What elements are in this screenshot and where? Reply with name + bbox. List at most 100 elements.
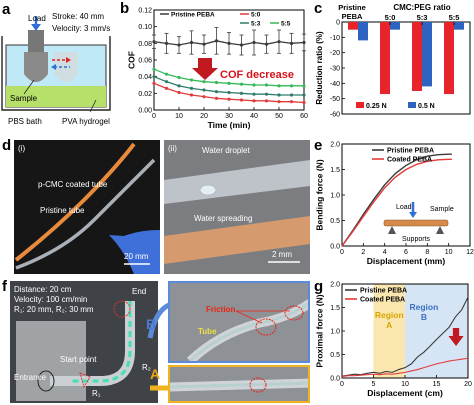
friction-text: Friction bbox=[206, 305, 236, 314]
panel-g-label: g bbox=[314, 278, 324, 295]
y-tick-label: 0 bbox=[336, 20, 340, 27]
y-tick-label: -10 bbox=[330, 35, 340, 42]
closeup-a-drawing bbox=[170, 377, 308, 393]
data-point-pristine bbox=[289, 41, 294, 45]
photo-f-closeup-a bbox=[168, 365, 310, 403]
arrow-a-label: A bbox=[150, 366, 161, 382]
bar-n05 bbox=[422, 22, 432, 87]
x-tick-label: 30 bbox=[225, 113, 233, 120]
y-tick-label: 1.0 bbox=[330, 192, 340, 199]
x-tick-label: 10 bbox=[401, 381, 409, 388]
bar-n025 bbox=[380, 22, 390, 95]
series-line-coated bbox=[341, 158, 452, 247]
entrance-text: Entrance bbox=[14, 373, 47, 382]
legend-label-pristine: Pristine PEBA bbox=[387, 148, 434, 155]
panel-f: f Distance: 20 cm Velocity: 100 cm/min R… bbox=[0, 278, 312, 405]
sample-text: Sample bbox=[10, 94, 38, 103]
data-point-r55 bbox=[252, 83, 256, 87]
cof-decrease-arrow bbox=[192, 58, 218, 80]
legend-swatch-n025 bbox=[356, 102, 364, 108]
bending-load-arrow-head bbox=[409, 212, 417, 218]
x-tick-label: 15 bbox=[433, 381, 441, 388]
start-point-text: Start point bbox=[60, 355, 97, 364]
category-label: Pristine bbox=[338, 3, 366, 12]
data-point-r53 bbox=[277, 93, 281, 97]
pva-hydrogel-layer bbox=[6, 86, 106, 107]
tube-path bbox=[70, 301, 132, 383]
category-label: 5:0 bbox=[385, 13, 396, 22]
bar-n05 bbox=[390, 22, 400, 30]
x-tick-label: 10 bbox=[445, 249, 453, 256]
panel-e: e 0 2 4 6 8 10 12 0.0 0.5 1.0 1.5 2.0 Displacement (… bbox=[312, 136, 474, 276]
chart-c: 0 -10 -20 -30 -40 -50 -60 Reduction ratio (%) Pr… bbox=[315, 3, 471, 119]
start-point-marker bbox=[79, 372, 91, 389]
panel-a-label: a bbox=[2, 1, 11, 18]
coated-tube-shape bbox=[14, 142, 136, 262]
panel-g: g 0 5 10 15 20 0.0 0.5 1.0 1.5 2.0 Displacement (c… bbox=[312, 278, 474, 405]
y-tick-label: 0.08 bbox=[138, 41, 152, 48]
y-tick-label: -20 bbox=[330, 50, 340, 57]
info-radii-text: R₁: 20 mm, R₂: 30 mm bbox=[14, 305, 94, 314]
data-point-r55 bbox=[189, 78, 194, 82]
pristine-tube-text: Pristine tube bbox=[40, 206, 85, 215]
data-point-r53 bbox=[239, 91, 244, 95]
info-distance-text: Distance: 20 cm bbox=[14, 285, 72, 294]
y-tick-label: -60 bbox=[330, 112, 340, 119]
category-label: 5:5 bbox=[449, 13, 460, 22]
track-board bbox=[16, 321, 86, 401]
y-axis-label: Proximal force (N) bbox=[314, 294, 324, 367]
x-tick-label: 5 bbox=[372, 381, 376, 388]
data-point-r53 bbox=[289, 93, 294, 97]
x-axis-label: Displacement (cm) bbox=[367, 388, 443, 398]
y-tick-label: 0.00 bbox=[138, 107, 152, 114]
x-tick-label: 20 bbox=[464, 381, 472, 388]
panel-b-label: b bbox=[120, 0, 130, 17]
r2-text: R₂ bbox=[142, 363, 151, 372]
x-axis-label: Time (min) bbox=[208, 120, 251, 130]
water-droplet-shape bbox=[199, 184, 217, 196]
data-point-r50 bbox=[264, 99, 269, 103]
legend-label-n05: 0.5 N bbox=[418, 103, 435, 110]
chart-g: 0 5 10 15 20 0.0 0.5 1.0 1.5 2.0 Displacement (cm)… bbox=[314, 281, 472, 398]
y-tick-label: 0.10 bbox=[138, 24, 152, 31]
stroke-text: Stroke: 40 mm bbox=[52, 12, 105, 21]
region-b-text: Region bbox=[409, 302, 438, 312]
sample-pointer bbox=[23, 79, 35, 95]
data-point-r55 bbox=[214, 80, 219, 85]
region-b-letter: B bbox=[421, 312, 427, 322]
data-point-pristine bbox=[189, 40, 194, 45]
legend-swatch-n05 bbox=[408, 102, 416, 108]
data-point-r55 bbox=[239, 82, 244, 86]
data-point-r53 bbox=[252, 92, 256, 96]
stroke-arrow-left-head bbox=[51, 64, 56, 70]
x-tick-label: 4 bbox=[383, 249, 387, 256]
data-point-r55 bbox=[164, 72, 169, 76]
panel-d: d (i) p-CMC coated tube Pristine tube 20… bbox=[0, 136, 312, 276]
x-tick-label: 60 bbox=[300, 113, 308, 120]
stroke-arrow-right-head bbox=[66, 57, 71, 63]
data-point-pristine bbox=[277, 40, 281, 44]
end-text: End bbox=[132, 287, 147, 296]
data-point-r50 bbox=[227, 97, 231, 101]
sample-probe bbox=[24, 52, 48, 82]
photo-f-closeup-b: Friction Tube bbox=[168, 281, 310, 363]
y-tick-label: 0.5 bbox=[330, 352, 340, 359]
velocity-text: Velocity: 3 mm/s bbox=[52, 24, 111, 33]
x-tick-label: 0 bbox=[152, 113, 156, 120]
x-tick-label: 6 bbox=[404, 249, 408, 256]
bending-sample-bar bbox=[383, 219, 449, 227]
legend-label-r50: 5:0 bbox=[251, 12, 261, 19]
bar-n025 bbox=[412, 22, 422, 91]
x-tick-label: 10 bbox=[175, 113, 183, 120]
y-tick-label: 1.5 bbox=[330, 305, 340, 312]
series-line-coated bbox=[341, 357, 469, 378]
coated-tube-closeup bbox=[164, 216, 310, 264]
legend-label-n025: 0.25 N bbox=[366, 103, 387, 110]
data-point-r55 bbox=[202, 80, 206, 84]
region-a-letter: A bbox=[386, 320, 392, 330]
panel-d-label: d bbox=[2, 137, 12, 154]
data-point-r53 bbox=[202, 88, 206, 92]
category-label: 5:3 bbox=[417, 13, 428, 22]
data-point-pristine bbox=[302, 40, 306, 45]
y-tick-label: 2.0 bbox=[330, 141, 340, 148]
